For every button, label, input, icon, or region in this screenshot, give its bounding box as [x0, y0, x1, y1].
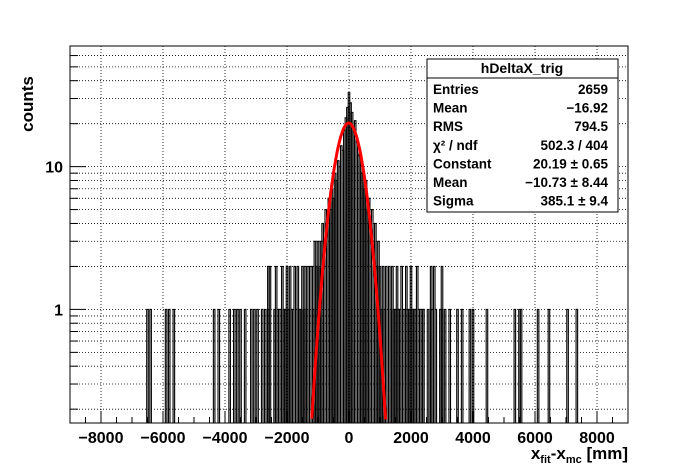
- histogram-bars: [146, 92, 579, 423]
- histogram-bin: [448, 308, 452, 423]
- y-tick-label: 1: [54, 302, 63, 319]
- histogram-bin: [513, 308, 517, 423]
- histogram-bin: [212, 308, 216, 423]
- histogram-bin: [468, 308, 472, 423]
- stats-row-label: Entries: [433, 82, 479, 97]
- x-tick-label: −6000: [141, 430, 186, 447]
- histogram-bin: [575, 308, 579, 423]
- histogram-bin: [172, 308, 176, 423]
- stats-row-label: χ² / ndf: [433, 138, 478, 153]
- histogram-bin: [268, 265, 272, 423]
- histogram-bin: [250, 308, 253, 423]
- histogram-bin: [485, 308, 489, 423]
- x-tick-label: 4000: [455, 430, 491, 447]
- x-axis-title-mid: -x: [551, 444, 567, 463]
- stats-row-value: −16.92: [566, 101, 608, 116]
- histogram-bin: [232, 308, 236, 423]
- x-tick-label: 6000: [517, 430, 553, 447]
- histogram-bin: [440, 265, 444, 423]
- histogram-bin: [239, 308, 242, 423]
- histogram-bin: [236, 308, 239, 423]
- histogram-bin: [149, 308, 152, 423]
- x-tick-label: −4000: [203, 430, 248, 447]
- histogram-bin: [146, 308, 149, 423]
- stats-row-label: Constant: [433, 156, 492, 171]
- stats-row-value: 385.1 ± 9.4: [541, 194, 609, 209]
- tick-labels: −8000 −6000 −4000 −2000 0 2000 4000 6000 8000 1 10: [45, 160, 615, 447]
- x-axis-title-sub1: fit: [540, 454, 551, 466]
- x-tick-label: 0: [345, 430, 354, 447]
- x-axis-title-unit: [mm]: [582, 444, 628, 463]
- fit-curve: [310, 121, 388, 420]
- stats-row-value: 20.19 ± 0.65: [533, 156, 608, 171]
- histogram-bin: [256, 308, 259, 423]
- histogram-bin: [228, 308, 231, 423]
- stats-row-value: 502.3 / 404: [540, 138, 608, 153]
- histogram-bin: [456, 308, 459, 423]
- x-axis-title-base: x: [531, 444, 541, 463]
- histogram-bin: [429, 265, 433, 423]
- histogram-bin: [253, 308, 256, 423]
- histogram-bin: [263, 308, 267, 423]
- histogram-bin: [217, 308, 221, 423]
- stats-row-label: Mean: [433, 175, 468, 190]
- histogram-bin: [536, 308, 540, 423]
- histogram-bin: [519, 308, 523, 423]
- histogram-bin: [460, 308, 464, 423]
- fit-curve-layer: [310, 121, 388, 420]
- stats-row-value: 2659: [578, 82, 608, 97]
- x-axis-title-sub2: mc: [566, 454, 582, 466]
- axis-ticks: [69, 45, 629, 423]
- stats-row-label: Sigma: [433, 194, 474, 209]
- histogram-bin: [426, 308, 430, 423]
- stats-box-frame: [426, 58, 619, 213]
- x-tick-label: 8000: [579, 430, 615, 447]
- x-tick-label: −2000: [265, 430, 310, 447]
- stats-box-title: hDeltaX_trig: [481, 60, 563, 76]
- histogram-bin: [260, 308, 264, 423]
- x-tick-label: −8000: [79, 430, 124, 447]
- stats-box: hDeltaX_trig Entries 2659 Mean −16.92 RMS 794…: [426, 58, 619, 213]
- histogram-bin: [164, 308, 168, 423]
- stats-rows: Entries 2659 Mean −16.92 RMS 794.5 χ² / ndf 502…: [433, 82, 608, 209]
- stats-row-label: RMS: [433, 119, 463, 134]
- y-tick-label: 10: [45, 160, 63, 177]
- histogram-bin: [243, 308, 247, 423]
- histogram-bin: [547, 308, 551, 423]
- histogram-bin: [432, 265, 436, 423]
- stats-row-label: Mean: [433, 101, 468, 116]
- stats-row-value: 794.5: [574, 119, 608, 134]
- histogram-bin: [167, 308, 171, 423]
- histogram-bin: [566, 308, 569, 423]
- stats-row-value: −10.73 ± 8.44: [525, 175, 608, 190]
- x-tick-label: 2000: [393, 430, 429, 447]
- y-axis-title: counts: [18, 76, 37, 132]
- x-axis-title: xfit-xmc [mm]: [531, 444, 628, 466]
- histogram-bin: [422, 308, 425, 423]
- histogram-bin: [471, 308, 475, 423]
- histogram-bin: [443, 308, 447, 423]
